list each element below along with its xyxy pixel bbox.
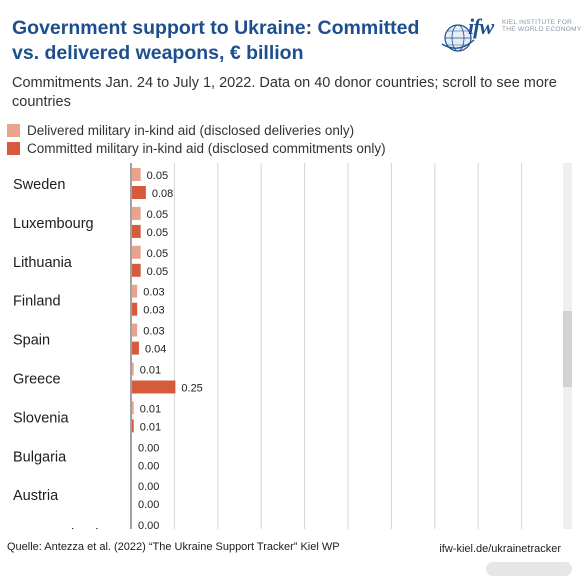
legend-swatch-delivered bbox=[7, 123, 20, 137]
country-label: Austria bbox=[13, 488, 59, 504]
value-label-delivered: 0.03 bbox=[143, 287, 164, 299]
value-label-committed: 0.00 bbox=[138, 499, 159, 511]
value-label-delivered: 0.01 bbox=[140, 403, 161, 415]
bar-delivered bbox=[132, 323, 138, 337]
legend-item-delivered[interactable]: Delivered military in-kind aid (disclose… bbox=[7, 121, 386, 139]
globe-icon bbox=[441, 24, 475, 52]
value-label-delivered: 0.00 bbox=[138, 520, 159, 529]
value-label-committed: 0.03 bbox=[143, 305, 164, 317]
country-label: Greece bbox=[13, 372, 61, 388]
bar-delivered bbox=[132, 168, 141, 181]
bar-committed bbox=[132, 186, 146, 199]
logo-mark: ifw bbox=[468, 14, 494, 39]
value-label-delivered: 0.00 bbox=[138, 481, 159, 493]
legend-item-committed[interactable]: Committed military in-kind aid (disclose… bbox=[7, 139, 386, 157]
value-label-committed: 0.05 bbox=[147, 227, 168, 239]
source-note: Quelle: Antezza et al. (2022) “The Ukrai… bbox=[7, 541, 340, 553]
value-label-delivered: 0.05 bbox=[147, 248, 168, 260]
country-label: Luxembourg bbox=[13, 216, 94, 232]
logo-line-2: THE WORLD ECONOMY bbox=[502, 26, 582, 33]
value-label-delivered: 0.05 bbox=[147, 209, 168, 221]
bar-committed bbox=[132, 263, 141, 277]
bar-delivered bbox=[132, 362, 134, 376]
chart-subtitle: Commitments Jan. 24 to July 1, 2022. Dat… bbox=[12, 75, 557, 110]
value-label-delivered: 0.00 bbox=[138, 442, 159, 454]
bar-chart: Sweden 0.05 0.08 Luxembourg 0.05 0.05 Lithuani… bbox=[13, 163, 566, 529]
bar-delivered bbox=[132, 206, 141, 220]
chart-title: Government support to Ukraine: Committed… bbox=[12, 17, 420, 64]
legend: Delivered military in-kind aid (disclose… bbox=[7, 121, 386, 157]
value-label-committed: 0.05 bbox=[147, 266, 168, 278]
bar-delivered bbox=[132, 245, 141, 259]
bar-committed bbox=[132, 224, 141, 238]
bar-committed bbox=[132, 302, 138, 316]
legend-label-committed: Committed military in-kind aid (disclose… bbox=[27, 140, 386, 156]
bar-committed bbox=[132, 419, 134, 433]
country-label: Bulgaria bbox=[13, 449, 67, 465]
ifw-logo[interactable]: ifw KIEL INSTITUTE FOR THE WORLD ECONOMY bbox=[440, 14, 581, 58]
value-label-committed: 0.01 bbox=[140, 421, 161, 433]
bar-delivered bbox=[132, 284, 138, 298]
source-url[interactable]: ifw-kiel.de/ukrainetracker bbox=[439, 543, 561, 555]
country-label: Spain bbox=[13, 333, 50, 349]
legend-swatch-committed bbox=[7, 141, 20, 155]
scrollbar-thumb[interactable] bbox=[563, 311, 572, 387]
value-label-delivered: 0.01 bbox=[140, 365, 161, 377]
value-label-committed: 0.08 bbox=[152, 188, 173, 200]
value-label-committed: 0.00 bbox=[138, 460, 159, 472]
country-label: Lithuania bbox=[13, 255, 73, 271]
value-label-committed: 0.25 bbox=[181, 383, 202, 395]
value-label-delivered: 0.03 bbox=[143, 326, 164, 338]
country-label: Finland bbox=[13, 294, 61, 310]
bar-delivered bbox=[132, 401, 134, 415]
chart-scroll-area[interactable]: Sweden 0.05 0.08 Luxembourg 0.05 0.05 Lithuani… bbox=[0, 163, 575, 529]
logo-line-1: KIEL INSTITUTE FOR bbox=[502, 19, 573, 26]
country-label: Sweden bbox=[13, 177, 65, 193]
bar-committed bbox=[132, 380, 176, 394]
corner-widget[interactable] bbox=[486, 562, 572, 576]
legend-label-delivered: Delivered military in-kind aid (disclose… bbox=[27, 122, 355, 138]
value-label-committed: 0.04 bbox=[145, 344, 166, 356]
country-label: New Zealand bbox=[13, 527, 98, 529]
country-label: Slovenia bbox=[13, 410, 70, 426]
bar-committed bbox=[132, 341, 139, 355]
value-label-delivered: 0.05 bbox=[147, 170, 168, 182]
